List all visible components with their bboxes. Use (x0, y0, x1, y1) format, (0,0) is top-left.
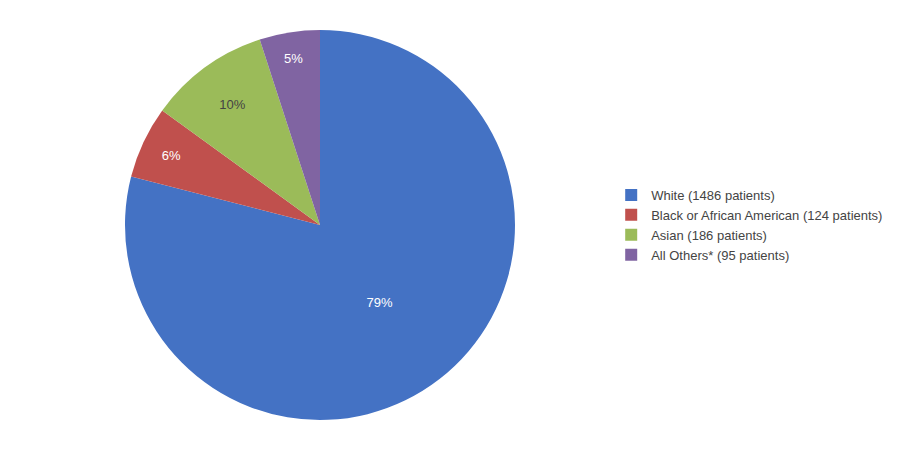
svg-text:5%: 5% (284, 51, 303, 66)
svg-text:6%: 6% (162, 148, 181, 163)
svg-text:10%: 10% (219, 97, 245, 112)
svg-text:Asian (186 patients): Asian (186 patients) (651, 228, 767, 243)
svg-text:79%: 79% (367, 295, 393, 310)
svg-text:White (1486 patients): White (1486 patients) (651, 188, 775, 203)
svg-text:Black or African American (124: Black or African American (124 patients) (651, 208, 882, 223)
svg-text:All Others* (95 patients): All Others* (95 patients) (651, 248, 789, 263)
